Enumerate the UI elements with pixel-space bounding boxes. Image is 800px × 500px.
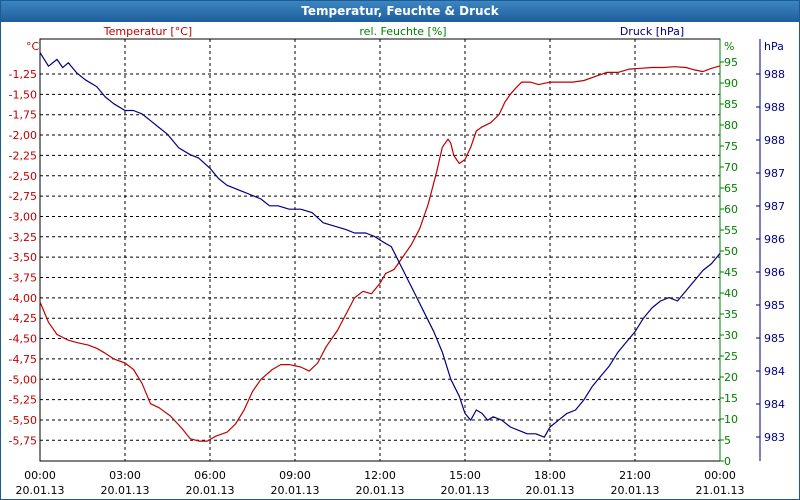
mid-axis-tick: 60 [724, 203, 738, 216]
mid-axis-tick: 55 [724, 224, 738, 237]
mid-axis-tick: 65 [724, 182, 738, 195]
x-tick-date: 20.01.13 [611, 484, 660, 497]
left-axis-tick: -3,00 [9, 210, 37, 223]
x-tick-time: 06:00 [194, 469, 226, 482]
left-axis-tick: -5,25 [9, 394, 37, 407]
right-axis-tick: 984 [764, 398, 785, 411]
x-tick-time: 00:00 [24, 469, 56, 482]
left-axis-tick: -2,50 [9, 170, 37, 183]
right-axis-tick: 987 [764, 167, 785, 180]
mid-axis-tick: 25 [724, 350, 738, 363]
right-axis-unit: hPa [764, 40, 784, 53]
x-tick-date: 20.01.13 [186, 484, 235, 497]
x-tick-date: 20.01.13 [526, 484, 575, 497]
x-tick-date: 20.01.13 [101, 484, 150, 497]
left-axis-tick: -4,00 [9, 292, 37, 305]
mid-axis-tick: 30 [724, 329, 738, 342]
series-line-druck [39, 52, 721, 438]
x-tick-date: 20.01.13 [356, 484, 405, 497]
mid-axis-tick: 50 [724, 245, 738, 258]
left-axis-tick: -4,25 [9, 312, 37, 325]
mid-axis-title: rel. Feuchte [%] [359, 25, 446, 38]
left-axis-tick: -5,00 [9, 373, 37, 386]
mid-axis-tick: 10 [724, 413, 738, 426]
mid-axis-tick: 15 [724, 392, 738, 405]
right-axis-tick: 985 [764, 332, 785, 345]
right-axis-tick: 983 [764, 431, 785, 444]
mid-axis-tick: 70 [724, 161, 738, 174]
x-tick-date: 20.01.13 [271, 484, 320, 497]
right-axis-tick: 984 [764, 365, 785, 378]
x-tick-date: 20.01.13 [16, 484, 65, 497]
mid-axis-tick: 35 [724, 308, 738, 321]
x-tick-time: 00:00 [704, 469, 736, 482]
left-axis-tick: -5,75 [9, 434, 37, 447]
right-axis-tick: 986 [764, 266, 785, 279]
left-axis-tick: -1,75 [9, 109, 37, 122]
x-tick-time: 18:00 [534, 469, 566, 482]
mid-axis-unit: % [724, 40, 734, 53]
x-tick-time: 03:00 [109, 469, 141, 482]
x-tick-time: 21:00 [619, 469, 651, 482]
right-axis-title: Druck [hPa] [620, 25, 684, 38]
chart-title: Temperatur, Feuchte & Druck [1, 1, 799, 22]
mid-axis-tick: 90 [724, 77, 738, 90]
left-axis-tick: -2,00 [9, 129, 37, 142]
mid-axis-tick: 0 [724, 455, 731, 468]
mid-axis-tick: 45 [724, 266, 738, 279]
right-axis-tick: 988 [764, 68, 785, 81]
mid-axis-tick: 75 [724, 140, 738, 153]
left-axis-tick: -5,50 [9, 414, 37, 427]
left-axis-tick: -4,50 [9, 333, 37, 346]
left-axis-tick: -2,25 [9, 149, 37, 162]
left-axis-unit: °C [26, 40, 40, 53]
right-axis-tick: 986 [764, 233, 785, 246]
mid-axis-tick: 5 [724, 434, 731, 447]
x-tick-date: 20.01.13 [441, 484, 490, 497]
mid-axis-tick: 80 [724, 119, 738, 132]
left-axis-tick: -3,75 [9, 272, 37, 285]
mid-axis-tick: 95 [724, 56, 738, 69]
mid-axis-tick: 40 [724, 287, 738, 300]
left-axis-tick: -1,25 [9, 68, 37, 81]
mid-axis-tick: 85 [724, 98, 738, 111]
right-axis-tick: 988 [764, 134, 785, 147]
left-axis-tick: -1,50 [9, 88, 37, 101]
right-axis-tick: 988 [764, 101, 785, 114]
x-tick-time: 12:00 [364, 469, 396, 482]
series-line-temperatur [39, 65, 721, 442]
right-axis-tick: 985 [764, 299, 785, 312]
x-tick-time: 09:00 [279, 469, 311, 482]
x-tick-time: 15:00 [449, 469, 481, 482]
left-axis-tick: -2,75 [9, 190, 37, 203]
left-axis-tick: -4,75 [9, 353, 37, 366]
left-axis-tick: -3,50 [9, 251, 37, 264]
left-axis-tick: -3,25 [9, 231, 37, 244]
mid-axis-tick: 20 [724, 371, 738, 384]
x-tick-date: 21.01.13 [696, 484, 745, 497]
right-axis-tick: 987 [764, 200, 785, 213]
left-axis-title: Temperatur [°C] [103, 25, 192, 38]
